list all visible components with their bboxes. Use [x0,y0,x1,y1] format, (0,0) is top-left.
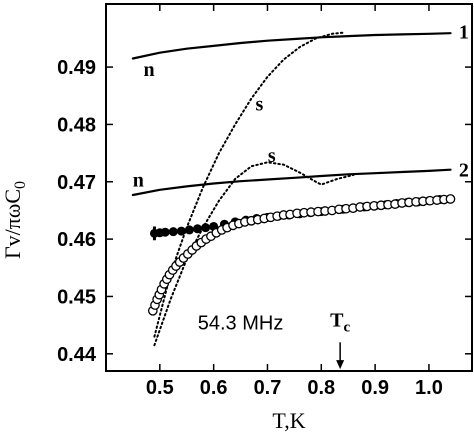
x-tick-label: 0.7 [254,377,282,399]
curve-label: 2 [459,159,469,181]
x-tick-label: 0.9 [361,377,389,399]
normal-curve-2 [131,168,452,197]
y-tick-label: 0.47 [57,172,96,194]
y-axis-title-main: Γv/πωC [0,189,25,259]
y-tick-label: 0.49 [57,57,96,79]
plot-frame [105,3,473,372]
x-tick-label: 0.5 [146,377,174,399]
tc-label-main: T [330,309,344,331]
x-axis-title: T,K [272,408,305,433]
tc-label-sub: c [343,319,350,335]
y-tick-label: 0.44 [57,344,97,366]
y-tick-label: 0.46 [57,229,96,251]
tc-arrow-head [336,360,345,370]
filled-point [168,227,178,237]
x-tick-label: 0.8 [307,377,335,399]
y-tick-label: 0.48 [57,114,96,136]
superfluid-curve-4 [153,161,355,347]
filled-point [201,223,211,233]
y-axis-title-sub: 0 [12,181,29,189]
ticks: 0.5 0.6 0.7 0.8 0.9 1.0 0.44 0.45 0.46 0.47 0.48 0.… [57,4,472,399]
filled-point [184,225,194,235]
filled-point [193,224,202,234]
curve-label: 1 [459,22,469,44]
curve-label: n [143,59,154,81]
curve-label: s [255,93,263,115]
y-axis-title: Γv/πωC0 [0,181,29,259]
filled-point [176,226,186,236]
curves [131,31,452,347]
curve-label: s [268,145,276,167]
open-point [445,194,456,204]
annotations: n n s s 1 2 54.3 MHz Tc [133,22,469,370]
superfluid-curve-3 [153,31,344,338]
tc-label: Tc [330,309,350,335]
normal-curve-1 [131,32,452,60]
curve-label: n [133,170,144,192]
x-tick-label: 0.6 [200,377,228,399]
x-tick-label: 1.0 [415,377,443,399]
y-tick-label: 0.45 [57,286,96,308]
filled-point [160,227,170,237]
frequency-label: 54.3 MHz [198,312,284,334]
data-points [147,194,456,316]
